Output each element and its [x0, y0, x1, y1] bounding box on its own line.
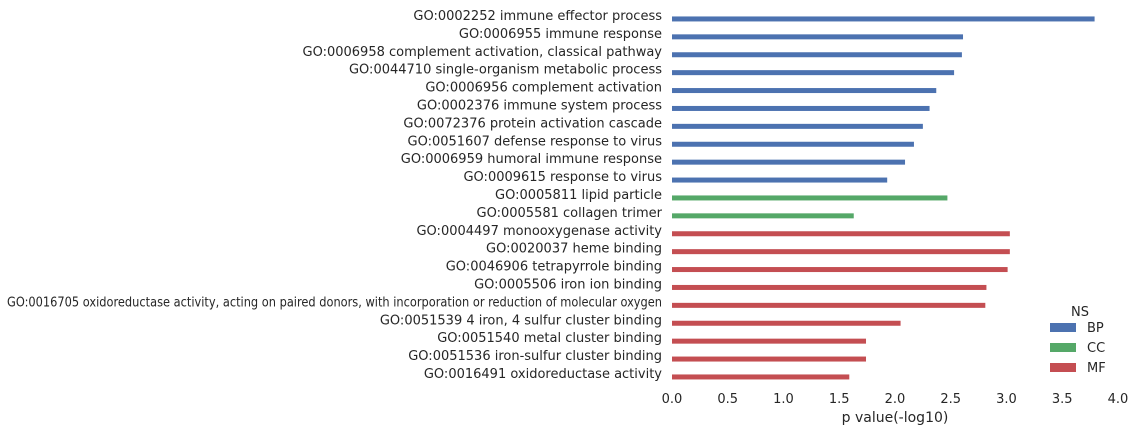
bar-bp — [672, 159, 906, 165]
category-label: GO:0005581 collagen trimer — [477, 206, 663, 221]
bars — [672, 16, 1095, 380]
bar-bp — [672, 177, 888, 183]
category-label: GO:0009615 response to virus — [463, 170, 662, 185]
x-tick-label: 3.5 — [1052, 392, 1073, 407]
x-axis-title: p value(-log10) — [842, 410, 949, 426]
x-tick-label: 1.0 — [773, 392, 794, 407]
bar-mf — [672, 374, 850, 380]
bar-mf — [672, 320, 901, 326]
category-label: GO:0051536 iron-sulfur cluster binding — [408, 349, 662, 364]
bar-bp — [672, 34, 964, 40]
bar-bp — [672, 16, 1095, 22]
category-label: GO:0046906 tetrapyrrole binding — [446, 260, 662, 275]
category-label: GO:0005811 lipid particle — [495, 188, 662, 203]
legend-label-mf: MF — [1087, 361, 1106, 376]
x-axis-ticks: 0.0 0.5 1.0 1.5 2.0 2.5 3.0 3.5 4.0 — [662, 392, 1129, 407]
category-label: GO:0051539 4 iron, 4 sulfur cluster bind… — [380, 313, 662, 328]
x-tick-label: 1.5 — [829, 392, 850, 407]
bar-bp — [672, 70, 955, 76]
bar-mf — [672, 267, 1008, 273]
bar-bp — [672, 52, 962, 58]
legend-title: NS — [1071, 305, 1089, 320]
category-label: GO:0005506 iron ion binding — [474, 277, 662, 292]
x-tick-label: 0.5 — [717, 392, 738, 407]
bar-mf — [672, 249, 1010, 255]
category-label: GO:0006959 humoral immune response — [401, 152, 662, 167]
bar-mf — [672, 284, 987, 290]
category-label: GO:0002252 immune effector process — [413, 9, 662, 24]
bar-bp — [672, 88, 937, 94]
legend-swatch-bp — [1050, 323, 1076, 332]
bar-bp — [672, 105, 930, 111]
bar-mf — [672, 302, 986, 308]
x-tick-label: 2.5 — [940, 392, 961, 407]
category-label: GO:0020037 heme binding — [486, 242, 662, 257]
legend-swatch-cc — [1050, 343, 1076, 352]
category-label: GO:0006956 complement activation — [425, 81, 662, 96]
legend-swatch-mf — [1050, 363, 1076, 372]
bar-bp — [672, 141, 914, 147]
bar-mf — [672, 338, 867, 344]
legend-label-bp: BP — [1087, 321, 1104, 336]
bar-mf — [672, 356, 867, 362]
category-label: GO:0044710 single-organism metabolic pro… — [349, 63, 662, 78]
category-label: GO:0002376 immune system process — [417, 98, 662, 113]
category-label: GO:0072376 protein activation cascade — [403, 116, 662, 131]
category-label: GO:0016705 oxidoreductase activity, acti… — [7, 295, 662, 310]
legend-label-cc: CC — [1087, 341, 1105, 356]
x-tick-label: 4.0 — [1108, 392, 1129, 407]
category-label: GO:0004497 monooxygenase activity — [416, 224, 662, 239]
bar-cc — [672, 195, 948, 201]
category-label: GO:0006958 complement activation, classi… — [303, 45, 663, 60]
x-tick-label: 2.0 — [885, 392, 906, 407]
category-label: GO:0016491 oxidoreductase activity — [424, 367, 662, 382]
x-tick-label: 0.0 — [662, 392, 683, 407]
category-label: GO:0006955 immune response — [459, 27, 662, 42]
x-tick-label: 3.0 — [996, 392, 1017, 407]
bar-mf — [672, 231, 1010, 237]
category-labels: GO:0002252 immune effector process GO:000… — [7, 9, 663, 382]
category-label: GO:0051540 metal cluster binding — [437, 331, 662, 346]
bar-bp — [672, 123, 923, 129]
bar-cc — [672, 213, 854, 219]
legend: NS BP CC MF — [1050, 305, 1106, 376]
category-label: GO:0051607 defense response to virus — [408, 134, 663, 149]
